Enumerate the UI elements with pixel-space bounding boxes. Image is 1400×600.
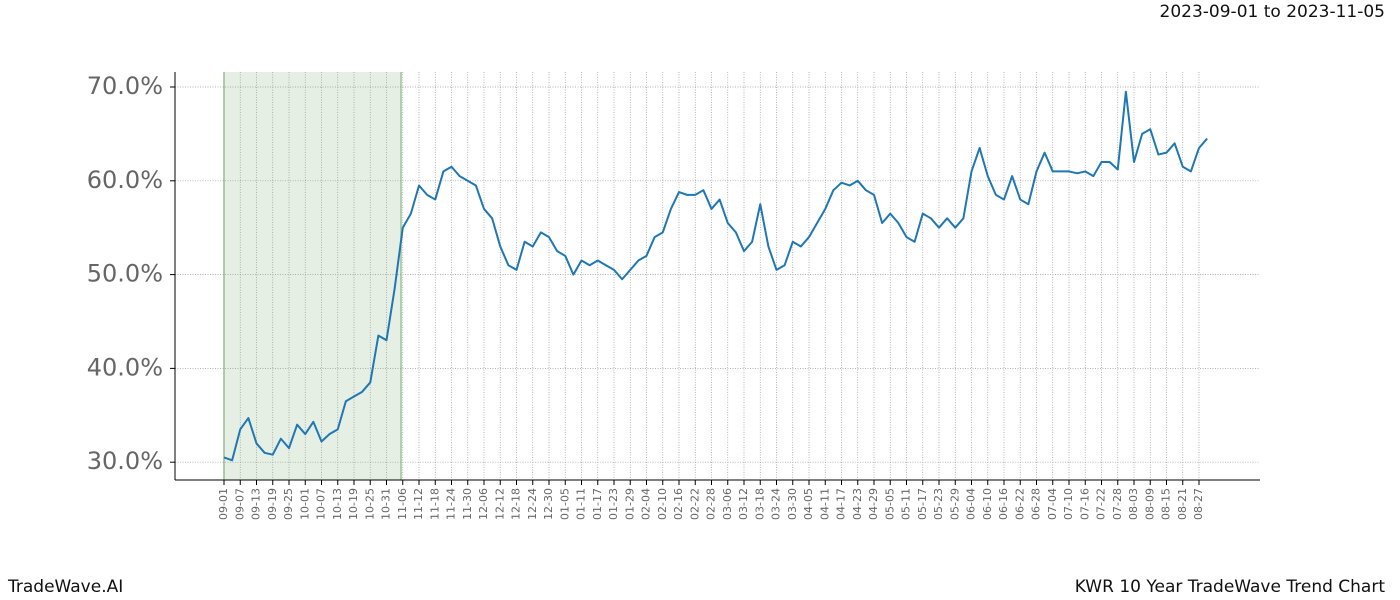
x-tick-label: 09-07 — [233, 488, 246, 520]
x-tick-label: 05-11 — [900, 488, 913, 520]
x-tick-label: 11-06 — [396, 488, 409, 520]
x-tick-label: 10-01 — [298, 488, 311, 520]
x-tick-label: 02-10 — [656, 488, 669, 520]
x-tick-label: 03-06 — [721, 488, 734, 520]
x-tick-label: 10-19 — [347, 488, 360, 520]
x-tick-label: 12-24 — [526, 488, 539, 520]
x-tick-label: 04-17 — [835, 488, 848, 520]
y-tick-label: 60.0% — [87, 166, 163, 194]
x-tick-label: 06-16 — [997, 488, 1010, 520]
x-tick-label: 05-29 — [948, 488, 961, 520]
y-tick-label: 40.0% — [87, 353, 163, 381]
x-tick-label: 12-30 — [542, 488, 555, 520]
x-tick-label: 09-01 — [217, 488, 230, 520]
plot — [223, 90, 1208, 462]
x-tick-label: 04-23 — [851, 488, 864, 520]
x-tick-label: 03-24 — [770, 488, 783, 520]
x-tick-label: 10-07 — [315, 488, 328, 520]
x-tick-label: 10-13 — [331, 488, 344, 520]
x-tick-label: 01-23 — [607, 488, 620, 520]
x-tick-label: 04-11 — [818, 488, 831, 520]
footer-right: KWR 10 Year TradeWave Trend Chart — [1075, 577, 1386, 597]
x-tick-label: 08-03 — [1127, 488, 1140, 520]
x-tick-label: 07-10 — [1062, 488, 1075, 520]
line-series — [223, 90, 1208, 462]
x-tick-label: 07-22 — [1095, 488, 1108, 520]
x-tick-label: 11-24 — [445, 488, 458, 520]
grid: 30.0% 40.0% 50.0% 60.0% 70.0% 09-01 09-07 09-13… — [87, 72, 1260, 520]
x-tick-label: 05-05 — [883, 488, 896, 520]
x-tick-label: 01-05 — [558, 488, 571, 520]
x-tick-label: 02-22 — [688, 488, 701, 520]
x-tick-label: 05-23 — [932, 488, 945, 520]
x-tick-label: 04-05 — [802, 488, 815, 520]
x-tick-label: 01-29 — [623, 488, 636, 520]
y-tick-label: 50.0% — [87, 260, 163, 288]
y-tick-label: 30.0% — [87, 447, 163, 475]
y-tick-label: 70.0% — [87, 72, 163, 100]
x-tick-label: 08-15 — [1160, 488, 1173, 520]
x-tick-label: 03-18 — [753, 488, 766, 520]
x-tick-label: 10-25 — [363, 488, 376, 520]
x-tick-label: 05-17 — [916, 488, 929, 520]
x-tick-label: 02-28 — [705, 488, 718, 520]
subtitle: 2023-09-01 to 2023-11-05 — [1160, 2, 1385, 22]
x-tick-label: 07-16 — [1078, 488, 1091, 520]
x-tick-label: 10-31 — [380, 488, 393, 520]
x-tick-label: 09-25 — [282, 488, 295, 520]
x-tick-label: 12-18 — [510, 488, 523, 520]
x-tick-label: 01-11 — [575, 488, 588, 520]
x-tick-label: 12-12 — [493, 488, 506, 520]
x-tick-label: 02-04 — [640, 488, 653, 520]
x-tick-label: 04-29 — [867, 488, 880, 520]
x-tick-label: 12-06 — [477, 488, 490, 520]
x-tick-label: 09-13 — [250, 488, 263, 520]
x-tick-label: 06-28 — [1030, 488, 1043, 520]
x-tick-label: 08-09 — [1143, 488, 1156, 520]
x-tick-label: 09-19 — [266, 488, 279, 520]
x-tick-label: 11-12 — [412, 488, 425, 520]
highlight-region — [224, 72, 401, 480]
x-tick-label: 06-10 — [981, 488, 994, 520]
footer-left: TradeWave.AI — [7, 577, 123, 597]
x-tick-label: 07-04 — [1046, 488, 1059, 520]
x-tick-label: 03-12 — [737, 488, 750, 520]
x-tick-label: 08-27 — [1192, 488, 1205, 520]
x-tick-label: 08-21 — [1176, 488, 1189, 520]
x-tick-label: 11-30 — [461, 488, 474, 520]
x-tick-label: 01-17 — [591, 488, 604, 520]
x-tick-label: 07-28 — [1111, 488, 1124, 520]
x-tick-label: 02-16 — [672, 488, 685, 520]
x-tick-label: 11-18 — [428, 488, 441, 520]
x-tick-label: 03-30 — [786, 488, 799, 520]
x-tick-label: 06-22 — [1013, 488, 1026, 520]
x-tick-label: 06-04 — [965, 488, 978, 520]
